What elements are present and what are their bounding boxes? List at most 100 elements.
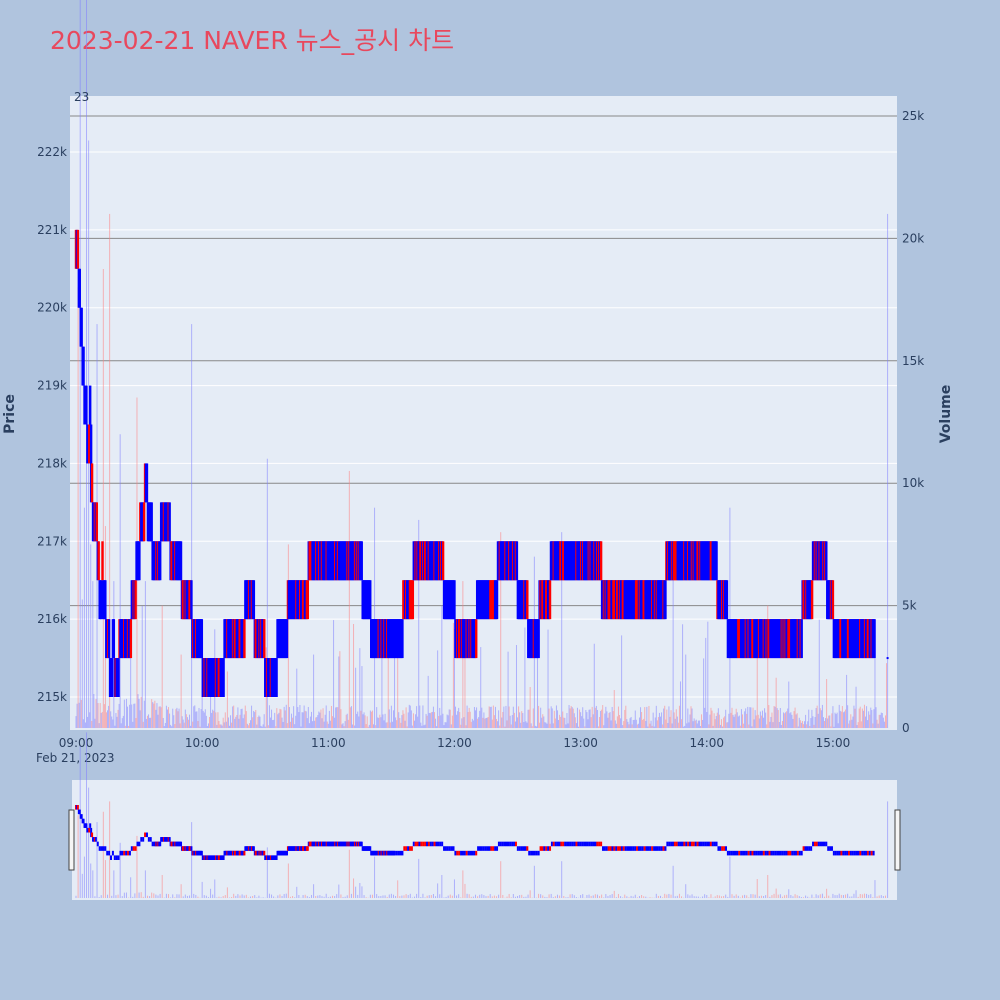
range-slider-left-handle[interactable] [68, 809, 75, 871]
mini-candle [575, 841, 578, 847]
mini-candle [471, 850, 474, 856]
mini-volume-bar [649, 897, 651, 898]
mini-candle [507, 841, 510, 847]
mini-candle [611, 846, 614, 851]
mini-candle [533, 850, 536, 856]
candle [168, 502, 171, 542]
volume-bar [425, 713, 427, 728]
volume-bar [296, 668, 298, 728]
mini-candle [539, 846, 542, 851]
candle [88, 424, 91, 464]
mini-candle [711, 841, 714, 847]
mini-volume-bar [748, 897, 750, 898]
mini-candle [433, 841, 436, 847]
mini-candle [581, 841, 584, 847]
mini-volume-bar [767, 875, 769, 898]
volume-bar [338, 656, 340, 728]
volume-bar [561, 532, 563, 728]
volume-bar [421, 725, 423, 728]
volume-bar [681, 719, 683, 728]
mini-candle [624, 846, 627, 851]
candle [526, 580, 529, 620]
volume-bar [579, 709, 581, 728]
candle [825, 541, 828, 581]
mini-candle [418, 841, 421, 847]
mini-volume-bar [191, 822, 193, 898]
mini-candle [200, 850, 203, 856]
range-slider[interactable] [72, 780, 897, 900]
chart-title: 2023-02-21 NAVER 뉴스_공시 차트 [50, 26, 454, 55]
mini-candle [473, 850, 476, 856]
candle [453, 580, 456, 620]
volume-bar [642, 719, 644, 728]
mini-volume-bar [340, 894, 342, 898]
volume-bar [673, 712, 675, 728]
volume-bar [837, 723, 839, 728]
y-left-axis-title: Price [2, 394, 18, 434]
volume-bar [300, 726, 302, 728]
volume-bar [206, 726, 208, 728]
volume-bar [696, 723, 698, 728]
mini-candle [535, 850, 538, 856]
volume-bar [149, 717, 151, 728]
mini-volume-bar [678, 893, 680, 898]
volume-bar [381, 642, 383, 728]
volume-bar [839, 710, 841, 728]
mini-candle [698, 841, 701, 847]
volume-bar [236, 714, 238, 728]
mini-volume-bar [102, 811, 104, 898]
volume-bar [328, 710, 330, 728]
volume-bar [655, 705, 657, 728]
mini-volume-bar [378, 896, 380, 898]
mini-volume-bar [201, 881, 203, 898]
mini-candle [437, 841, 440, 847]
volume-bar [802, 724, 804, 728]
volume-bar [811, 709, 813, 728]
mini-volume-bar [851, 896, 853, 898]
volume-bar [143, 700, 145, 728]
volume-bar [849, 720, 851, 728]
volume-bar [87, 716, 89, 728]
mini-volume-bar [660, 895, 662, 898]
volume-bar [832, 706, 834, 728]
mini-candle [844, 850, 847, 856]
volume-bar [176, 707, 178, 728]
volume-bar [498, 710, 500, 728]
mini-candle [594, 841, 597, 847]
volume-bar [511, 715, 513, 728]
volume-bar [294, 724, 296, 728]
mini-candle [444, 846, 447, 851]
volume-bar [667, 722, 669, 728]
volume-bar [691, 708, 693, 728]
mini-volume-bar [100, 895, 102, 898]
candle [179, 541, 183, 581]
mini-volume-bar [435, 896, 437, 898]
mini-candle [827, 846, 830, 851]
volume-bar [869, 714, 871, 728]
volume-bar [866, 706, 868, 728]
mini-volume-bar [231, 896, 233, 898]
volume-bar [757, 714, 759, 728]
volume-bar [539, 722, 541, 728]
volume-bar [76, 703, 78, 728]
volume-bar [92, 581, 94, 728]
mini-volume-bar [342, 897, 344, 898]
mini-candle [439, 841, 442, 847]
mini-candle [522, 846, 525, 851]
volume-bar [326, 721, 328, 728]
range-slider-right-handle[interactable] [894, 809, 901, 871]
mini-volume-bar [613, 890, 615, 898]
mini-volume-bar [88, 787, 90, 898]
volume-bar [503, 706, 505, 728]
mini-candle [721, 846, 724, 851]
mini-candle [560, 841, 563, 847]
mini-candle [518, 846, 521, 851]
mini-volume-bar [310, 894, 312, 898]
volume-bar [334, 717, 336, 728]
volume-bar [522, 713, 524, 728]
volume-bar [595, 705, 597, 728]
mini-candle [443, 846, 446, 851]
volume-bar [829, 715, 831, 728]
volume-bar [591, 706, 593, 728]
volume-bar [518, 706, 520, 728]
